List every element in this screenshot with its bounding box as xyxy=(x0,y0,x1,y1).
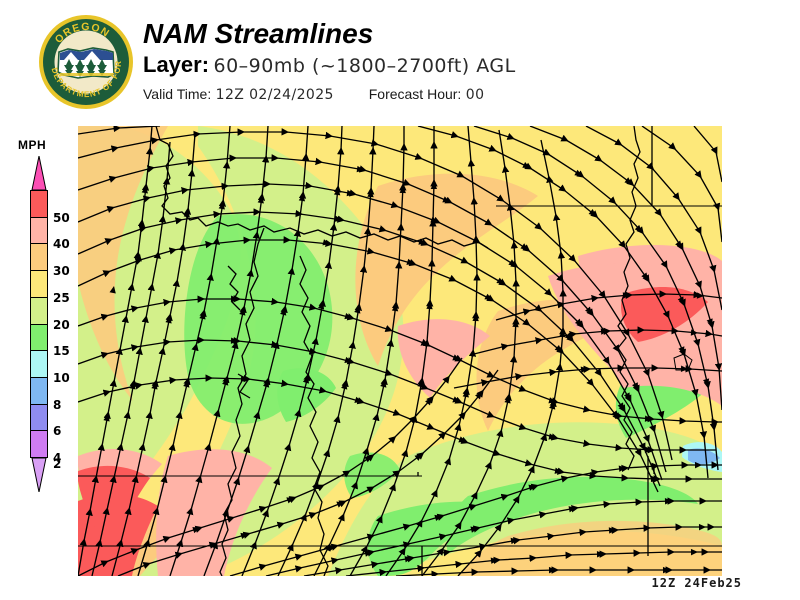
colorbar-title: MPH xyxy=(18,138,47,152)
colorbar-tick-10: 10 xyxy=(53,370,70,385)
map-canvas xyxy=(78,126,722,576)
colorbar-bands: 50 40 30 25 20 15 10 8 6 4 2 xyxy=(30,190,70,471)
layer-line: Layer: 60–90mb (~1800–2700ft) AGL xyxy=(143,52,783,81)
streamline-map[interactable] xyxy=(78,126,722,576)
colorbar: 50 40 30 25 20 15 10 8 6 4 2 xyxy=(30,156,70,492)
valid-time-line: Valid Time: 12Z 02/24/2025 Forecast Hour… xyxy=(143,84,783,105)
colorbar-tick-40: 40 xyxy=(53,237,70,252)
colorbar-tick-2: 2 xyxy=(53,457,62,472)
title-block: NAM Streamlines Layer: 60–90mb (~1800–27… xyxy=(143,18,783,105)
page-title: NAM Streamlines xyxy=(143,18,374,49)
colorbar-tick-15: 15 xyxy=(53,344,70,359)
forecast-hour-value: 00 xyxy=(465,87,485,103)
colorbar-top-arrow-icon xyxy=(31,156,47,190)
streamline-arrowheads xyxy=(103,162,713,574)
colorbar-tick-50: 50 xyxy=(53,210,70,225)
forecast-hour-label: Forecast Hour: xyxy=(368,86,462,102)
colorbar-tick-20: 20 xyxy=(53,317,70,332)
colorbar-tick-8: 8 xyxy=(53,397,62,412)
colorbar-band-6: 6 xyxy=(31,404,61,438)
page-header: OREGON DEPARTMENT OF FORESTRY NAM Stream… xyxy=(0,0,800,120)
colorbar-band-50: 50 xyxy=(31,191,70,225)
valid-time-label: Valid Time: xyxy=(143,86,212,102)
odf-logo: OREGON DEPARTMENT OF FORESTRY xyxy=(35,7,134,110)
colorbar-band-25: 25 xyxy=(31,271,70,305)
valid-time-value: 12Z 02/24/2025 xyxy=(215,87,334,103)
colorbar-bottom-arrow-icon xyxy=(31,458,47,492)
colorbar-tick-6: 6 xyxy=(53,424,62,439)
colorbar-tick-30: 30 xyxy=(53,264,70,279)
colorbar-band-40: 40 xyxy=(31,217,70,251)
colorbar-tick-4: 4 xyxy=(53,451,62,466)
colorbar-band-8: 8 xyxy=(31,377,61,412)
colorbar-band-30: 30 xyxy=(31,244,70,278)
layer-label: Layer: xyxy=(143,52,210,77)
colorbar-tick-25: 25 xyxy=(53,290,70,305)
colorbar-legend: MPH 50 40 30 25 20 15 10 8 6 4 2 xyxy=(8,138,74,498)
colorbar-band-10: 10 xyxy=(31,351,70,385)
map-fill-layer xyxy=(78,126,722,576)
colorbar-band-20: 20 xyxy=(31,297,70,332)
streamlines-layer xyxy=(78,126,722,576)
map-timestamp: 12Z 24Feb25 xyxy=(651,576,742,590)
colorbar-band-15: 15 xyxy=(31,324,70,358)
layer-value: 60–90mb (~1800–2700ft) AGL xyxy=(213,55,516,77)
